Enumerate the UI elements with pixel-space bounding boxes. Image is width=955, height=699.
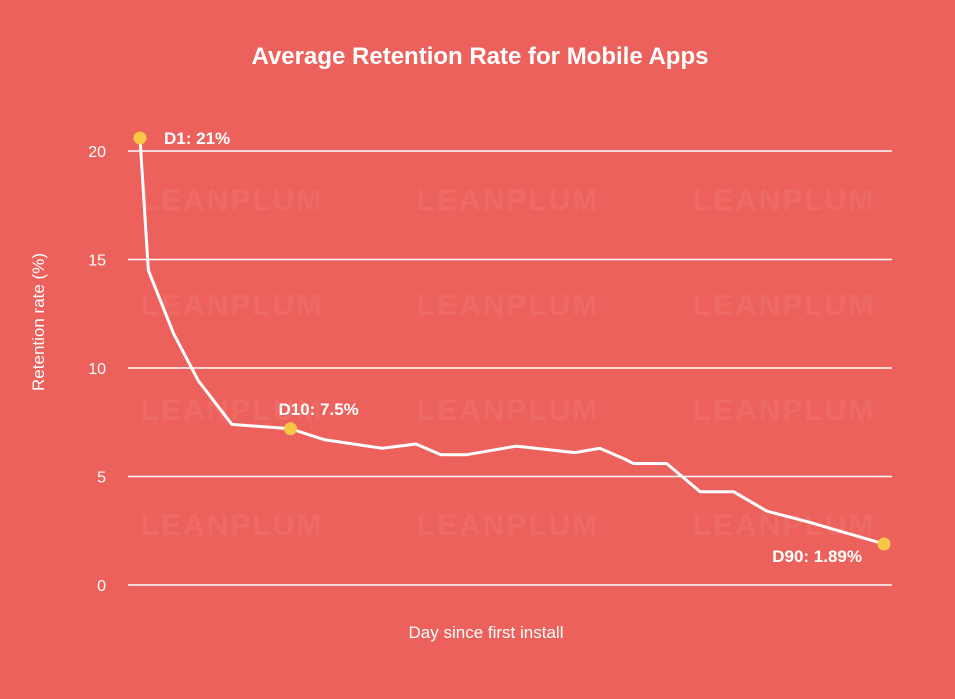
watermark-text: LEANPLUM (693, 289, 876, 322)
watermark-text: LEANPLUM (141, 509, 324, 542)
y-tick-labels: 0 5 10 15 20 (88, 144, 106, 595)
y-tick-label: 15 (88, 253, 106, 270)
annotation-label: D10: 7.5% (278, 400, 358, 419)
watermark-text: LEANPLUM (141, 184, 324, 217)
watermark-text: LEANPLUM (693, 509, 876, 542)
watermark-layer: LEANPLUM LEANPLUM LEANPLUM LEANPLUM LEANPLUM… (141, 184, 876, 542)
annotation-marker (133, 131, 147, 145)
watermark-text: LEANPLUM (693, 184, 876, 217)
annotation-marker (877, 537, 891, 551)
series-line (138, 136, 886, 546)
watermark-text: LEANPLUM (417, 289, 600, 322)
watermark-text: LEANPLUM (417, 394, 600, 427)
marker-layer: D1: 21% D10: 7.5% D90: 1.89% (133, 129, 891, 566)
line-layer (138, 136, 886, 546)
x-axis-label: Day since first install (409, 623, 564, 642)
y-tick-label: 0 (97, 578, 106, 595)
y-tick-label: 20 (88, 144, 106, 161)
annotation-marker (283, 422, 297, 436)
grid-layer (128, 150, 892, 586)
watermark-text: LEANPLUM (417, 184, 600, 217)
y-axis-label: Retention rate (%) (29, 253, 48, 391)
y-tick-label: 10 (88, 361, 106, 378)
watermark-text: LEANPLUM (417, 509, 600, 542)
y-tick-label: 5 (97, 470, 106, 487)
annotation-label: D90: 1.89% (772, 547, 862, 566)
watermark-text: LEANPLUM (141, 289, 324, 322)
chart-title: Average Retention Rate for Mobile Apps (252, 43, 709, 70)
watermark-text: LEANPLUM (693, 394, 876, 427)
annotation-label: D1: 21% (164, 129, 230, 148)
